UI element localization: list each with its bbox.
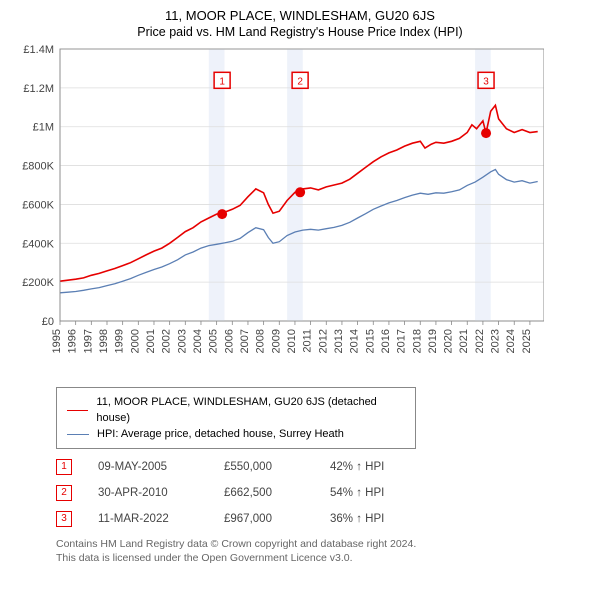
event-date: 09-MAY-2005 xyxy=(98,461,198,473)
svg-text:£1.2M: £1.2M xyxy=(23,83,54,95)
svg-text:1997: 1997 xyxy=(82,329,94,353)
event-date: 30-APR-2010 xyxy=(98,487,198,499)
svg-text:2006: 2006 xyxy=(223,329,235,353)
svg-text:2007: 2007 xyxy=(239,329,251,353)
svg-text:2010: 2010 xyxy=(286,329,298,353)
legend-swatch xyxy=(67,410,88,411)
svg-text:2018: 2018 xyxy=(411,329,423,353)
event-hpi: 36% ↑ HPI xyxy=(330,513,384,525)
svg-text:1995: 1995 xyxy=(51,329,63,353)
sale-events: 1 09-MAY-2005 £550,000 42% ↑ HPI 2 30-APR-201… xyxy=(56,459,588,527)
legend-swatch xyxy=(67,434,89,435)
event-row: 1 09-MAY-2005 £550,000 42% ↑ HPI xyxy=(56,459,588,475)
svg-text:£400K: £400K xyxy=(22,238,54,250)
svg-text:2003: 2003 xyxy=(176,329,188,353)
svg-text:1998: 1998 xyxy=(98,329,110,353)
svg-text:2022: 2022 xyxy=(474,329,486,353)
event-price: £550,000 xyxy=(224,461,304,473)
legend-label: HPI: Average price, detached house, Surr… xyxy=(97,426,344,442)
svg-text:2002: 2002 xyxy=(161,329,173,353)
svg-text:2014: 2014 xyxy=(349,329,361,353)
event-hpi: 54% ↑ HPI xyxy=(330,487,384,499)
svg-text:2023: 2023 xyxy=(490,329,502,353)
svg-text:2024: 2024 xyxy=(505,329,517,353)
svg-text:3: 3 xyxy=(483,76,489,87)
svg-text:2012: 2012 xyxy=(317,329,329,353)
svg-text:2009: 2009 xyxy=(270,329,282,353)
svg-text:2011: 2011 xyxy=(302,329,314,353)
svg-text:2005: 2005 xyxy=(208,329,220,353)
legend-label: 11, MOOR PLACE, WINDLESHAM, GU20 6JS (de… xyxy=(96,394,405,426)
event-row: 2 30-APR-2010 £662,500 54% ↑ HPI xyxy=(56,485,588,501)
chart-area: £0 £200K £400K £600K £800K £1M £1.2M £1.4M 1995 1… xyxy=(12,45,588,381)
chart-container: 11, MOOR PLACE, WINDLESHAM, GU20 6JS Pri… xyxy=(0,0,600,575)
svg-text:2021: 2021 xyxy=(458,329,470,353)
event-price: £967,000 xyxy=(224,513,304,525)
event-date: 11-MAR-2022 xyxy=(98,513,198,525)
event-marker: 2 xyxy=(56,485,72,501)
svg-text:£1.4M: £1.4M xyxy=(23,45,54,56)
svg-text:2000: 2000 xyxy=(129,329,141,353)
svg-text:2020: 2020 xyxy=(443,329,455,353)
svg-text:1999: 1999 xyxy=(114,329,126,353)
svg-text:2016: 2016 xyxy=(380,329,392,353)
svg-text:2008: 2008 xyxy=(255,329,267,353)
event-marker: 1 xyxy=(56,459,72,475)
svg-text:2017: 2017 xyxy=(396,329,408,353)
footer-line-1: Contains HM Land Registry data © Crown c… xyxy=(56,537,588,551)
svg-text:1996: 1996 xyxy=(67,329,79,353)
svg-text:£200K: £200K xyxy=(22,277,54,289)
event-hpi: 42% ↑ HPI xyxy=(330,461,384,473)
chart-subtitle: Price paid vs. HM Land Registry's House … xyxy=(12,25,588,39)
svg-text:1: 1 xyxy=(219,76,225,87)
svg-text:2001: 2001 xyxy=(145,329,157,353)
svg-text:£800K: £800K xyxy=(22,161,54,173)
footer-attribution: Contains HM Land Registry data © Crown c… xyxy=(56,537,588,565)
svg-text:£0: £0 xyxy=(42,316,54,328)
svg-text:2015: 2015 xyxy=(364,329,376,353)
legend-row: HPI: Average price, detached house, Surr… xyxy=(67,426,405,442)
svg-text:2004: 2004 xyxy=(192,329,204,353)
event-row: 3 11-MAR-2022 £967,000 36% ↑ HPI xyxy=(56,511,588,527)
event-marker: 3 xyxy=(56,511,72,527)
legend-row: 11, MOOR PLACE, WINDLESHAM, GU20 6JS (de… xyxy=(67,394,405,426)
svg-text:£1M: £1M xyxy=(33,122,54,134)
svg-text:2025: 2025 xyxy=(521,329,533,353)
svg-text:2: 2 xyxy=(297,76,303,87)
svg-text:2019: 2019 xyxy=(427,329,439,353)
legend: 11, MOOR PLACE, WINDLESHAM, GU20 6JS (de… xyxy=(56,387,416,449)
chart-title: 11, MOOR PLACE, WINDLESHAM, GU20 6JS xyxy=(12,8,588,23)
svg-text:£600K: £600K xyxy=(22,199,54,211)
line-chart: £0 £200K £400K £600K £800K £1M £1.2M £1.4M 1995 1… xyxy=(12,45,544,381)
event-price: £662,500 xyxy=(224,487,304,499)
footer-line-2: This data is licensed under the Open Gov… xyxy=(56,551,588,565)
svg-text:2013: 2013 xyxy=(333,329,345,353)
